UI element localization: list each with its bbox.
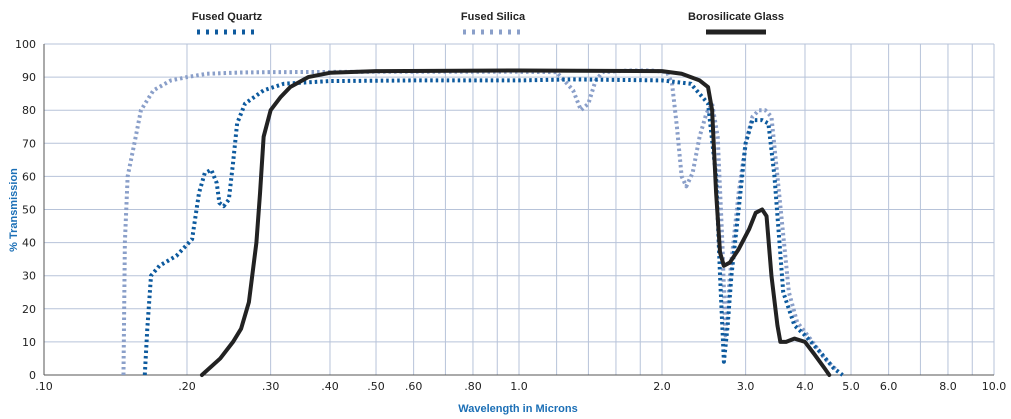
y-tick-label: 80 [22,104,36,117]
x-tick-label: 3.0 [737,380,755,393]
y-tick-label: 30 [22,270,36,283]
x-tick-label: 8.0 [939,380,957,393]
x-tick-label: .60 [405,380,423,393]
y-tick-label: 0 [29,369,36,382]
series-lines [121,68,844,377]
x-tick-label: .30 [262,380,280,393]
x-tick-label: .80 [464,380,482,393]
tick-labels: 0 10 20 30 40 50 60 70 80 90 100 .10 .20 .30 .40 .50 .60… [15,38,1006,393]
y-tick-label: 100 [15,38,36,51]
x-tick-label: 1.0 [510,380,528,393]
grid [43,43,995,376]
x-tick-label: .20 [178,380,196,393]
x-tick-label: 5.0 [842,380,860,393]
x-tick-label: 10.0 [982,380,1007,393]
x-tick-label: .10 [35,380,53,393]
x-tick-label: .40 [321,380,339,393]
y-tick-label: 10 [22,336,36,349]
legend-label: Fused Quartz [192,11,263,23]
y-axis-label: % Transmission [8,168,20,252]
legend-label: Fused Silica [461,11,526,23]
y-tick-label: 40 [22,237,36,250]
y-tick-label: 90 [22,71,36,84]
x-tick-label: .50 [367,380,385,393]
legend-label: Borosilicate Glass [688,11,784,23]
x-tick-label: 4.0 [796,380,814,393]
x-tick-label: 6.0 [880,380,898,393]
y-tick-label: 20 [22,303,36,316]
series-line-borosilicate-glass [199,68,832,377]
series-line-fused-quartz [142,77,844,377]
y-tick-label: 50 [22,204,36,217]
series-line-fused-silica [121,68,840,376]
y-tick-label: 60 [22,170,36,183]
y-tick-label: 70 [22,137,36,150]
x-axis-label: Wavelength in Microns [458,403,577,415]
legend: Fused Quartz Fused Silica Borosilicate Gla… [192,11,784,35]
x-tick-label: 2.0 [653,380,671,393]
